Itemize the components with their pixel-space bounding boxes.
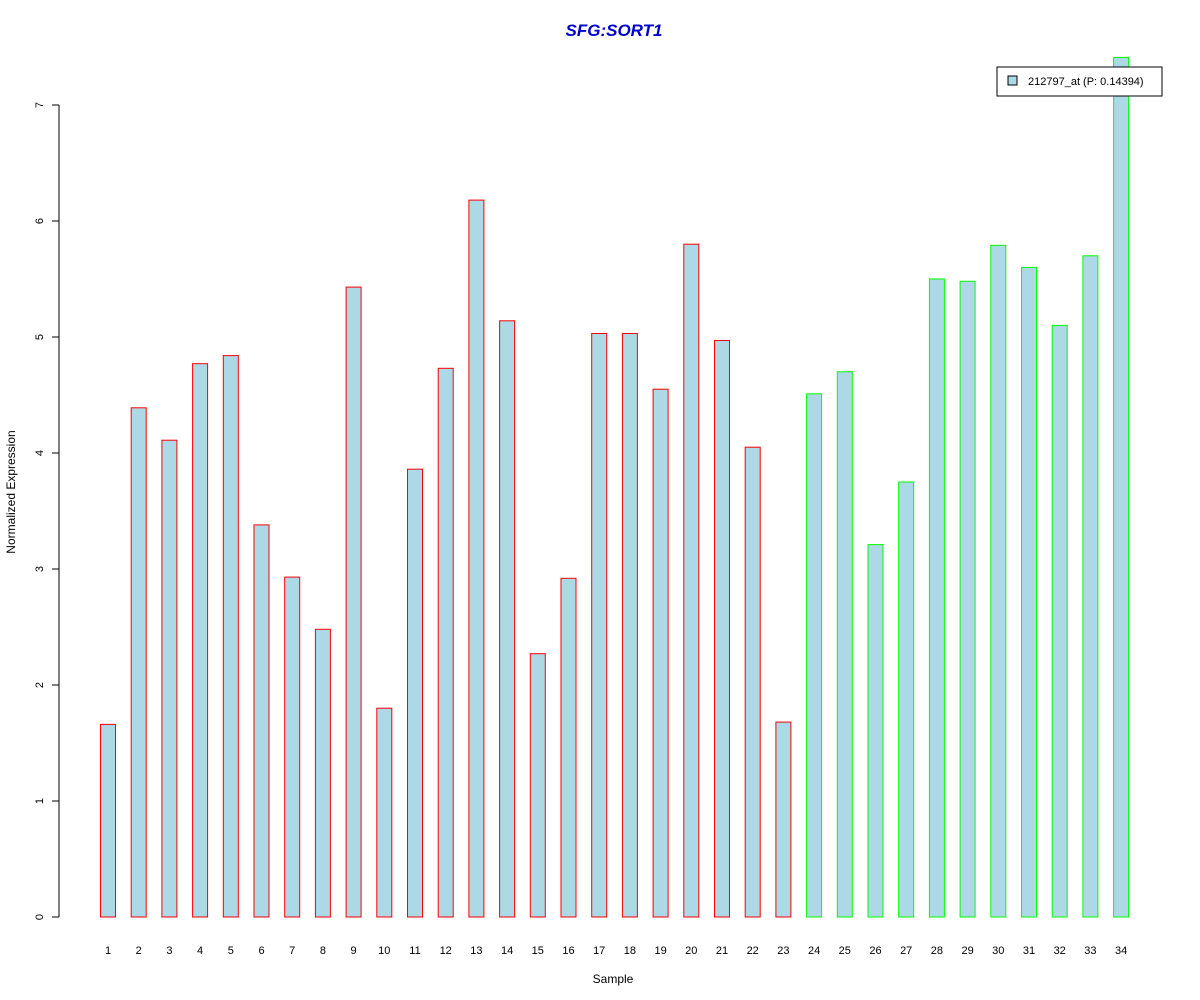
bar [1082, 255, 1099, 918]
y-axis-title: Normalized Expression [4, 430, 18, 553]
bar [928, 278, 945, 918]
bar [591, 333, 608, 918]
bar [744, 446, 761, 918]
bar [437, 367, 454, 918]
legend-swatch [1007, 75, 1018, 86]
x-tick-label: 31 [1023, 945, 1035, 957]
bar [560, 577, 577, 918]
bar [499, 320, 516, 918]
chart-title: SFG:SORT1 [566, 21, 663, 40]
x-tick-label: 26 [869, 945, 881, 957]
bar [376, 707, 393, 918]
bar [714, 340, 730, 918]
bar [836, 371, 853, 918]
x-tick-labels: 1 2 3 4 5 6 7 8 9 10 11 12 13 14 15 16 17 18 19 20 21 22 23 24 2… [105, 945, 1127, 957]
bar [222, 355, 239, 918]
bar [192, 363, 209, 918]
bar [959, 280, 976, 918]
bar [1051, 324, 1068, 918]
x-tick-label: 4 [197, 945, 203, 957]
y-tick-label: 4 [34, 450, 46, 456]
x-tick-label: 18 [624, 945, 636, 957]
x-tick-label: 12 [440, 945, 452, 957]
y-tick-label: 5 [34, 334, 46, 340]
legend-label: 212797_at (P: 0.14394) [1028, 76, 1144, 88]
bar [284, 576, 301, 918]
bar [345, 286, 362, 918]
x-tick-label: 29 [961, 945, 973, 957]
x-tick-label: 27 [900, 945, 912, 957]
bars [100, 56, 1130, 918]
x-tick-label: 6 [258, 945, 264, 957]
legend: 212797_at (P: 0.14394) [996, 66, 1163, 97]
bar [867, 544, 884, 918]
bar [468, 199, 485, 918]
y-tick-label: 6 [34, 218, 46, 224]
y-tick-label: 0 [34, 914, 46, 920]
x-tick-label: 10 [378, 945, 390, 957]
bar [621, 333, 638, 918]
x-tick-label: 21 [716, 945, 728, 957]
x-tick-label: 1 [105, 945, 111, 957]
x-tick-label: 33 [1084, 945, 1096, 957]
x-tick-label: 13 [470, 945, 482, 957]
bar [806, 393, 823, 918]
y-axis: 0 1 2 3 4 5 6 7 [34, 102, 60, 920]
bar [683, 243, 700, 918]
x-tick-label: 19 [654, 945, 666, 957]
x-tick-label: 3 [166, 945, 172, 957]
bar [652, 388, 669, 918]
x-tick-label: 8 [320, 945, 326, 957]
bar [1021, 266, 1037, 918]
y-tick-label: 3 [34, 566, 46, 572]
x-tick-label: 2 [136, 945, 142, 957]
x-tick-label: 28 [931, 945, 943, 957]
x-tick-label: 30 [992, 945, 1004, 957]
x-tick-label: 24 [808, 945, 820, 957]
x-tick-label: 17 [593, 945, 605, 957]
x-axis-title: Sample [593, 972, 634, 986]
x-tick-label: 15 [532, 945, 544, 957]
bar [407, 468, 423, 918]
x-tick-label: 16 [562, 945, 574, 957]
y-tick-label: 1 [34, 798, 46, 804]
x-tick-label: 9 [351, 945, 357, 957]
x-tick-label: 22 [747, 945, 759, 957]
x-tick-label: 34 [1115, 945, 1127, 957]
x-tick-label: 20 [685, 945, 697, 957]
bar [314, 628, 331, 918]
x-tick-label: 23 [777, 945, 789, 957]
bar [898, 481, 915, 918]
x-tick-label: 14 [501, 945, 513, 957]
x-tick-label: 11 [409, 945, 420, 957]
x-tick-label: 25 [839, 945, 851, 957]
x-tick-label: 5 [228, 945, 234, 957]
bar [161, 439, 178, 918]
bar [130, 407, 147, 918]
bar [253, 524, 270, 918]
bar [1113, 56, 1130, 918]
bar [990, 244, 1007, 918]
x-tick-label: 32 [1054, 945, 1066, 957]
bar [775, 721, 792, 918]
y-tick-label: 2 [34, 682, 46, 688]
bar [529, 653, 546, 918]
bar [100, 723, 116, 918]
y-tick-label: 7 [34, 102, 46, 108]
legend-box [996, 66, 1163, 97]
x-tick-label: 7 [289, 945, 295, 957]
